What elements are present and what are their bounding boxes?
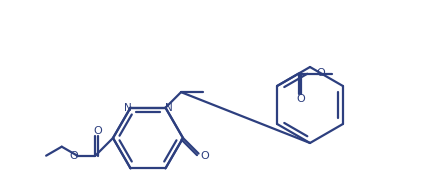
Text: O: O	[296, 94, 305, 104]
Text: O: O	[69, 151, 78, 161]
Text: N: N	[124, 103, 131, 113]
Text: N: N	[164, 103, 173, 113]
Text: O: O	[93, 126, 102, 136]
Text: O: O	[200, 151, 209, 161]
Text: O: O	[317, 69, 325, 79]
